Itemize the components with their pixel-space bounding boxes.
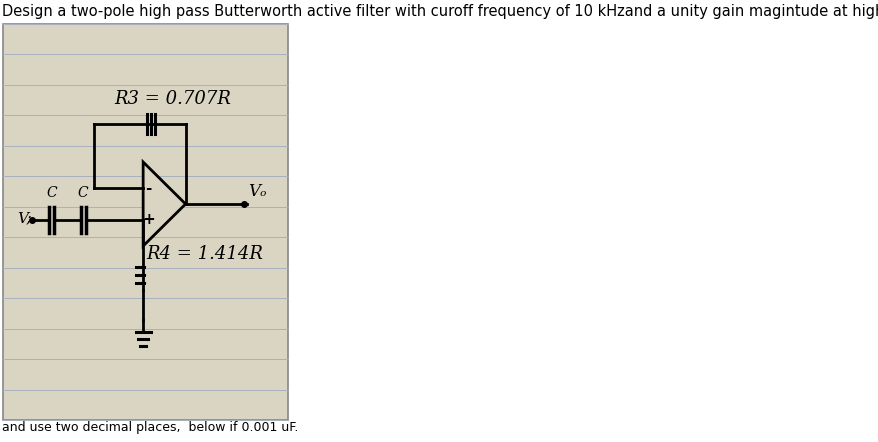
Text: R4 = 1.414R: R4 = 1.414R	[146, 245, 263, 263]
Text: Design a two-pole high pass Butterworth active filter with curoff frequency of 1: Design a two-pole high pass Butterworth …	[2, 4, 878, 19]
Text: C: C	[78, 186, 89, 200]
Bar	[3, 24, 288, 420]
Text: C: C	[46, 186, 57, 200]
Text: R3 = 0.707R: R3 = 0.707R	[114, 90, 231, 108]
Text: +: +	[142, 213, 155, 228]
Polygon shape	[143, 162, 185, 246]
Text: V;: V;	[18, 211, 32, 225]
Text: Vₒ: Vₒ	[248, 183, 266, 200]
Text: and use two decimal places,  below if 0.001 uF.: and use two decimal places, below if 0.0…	[2, 421, 298, 434]
Text: -: -	[145, 180, 152, 195]
